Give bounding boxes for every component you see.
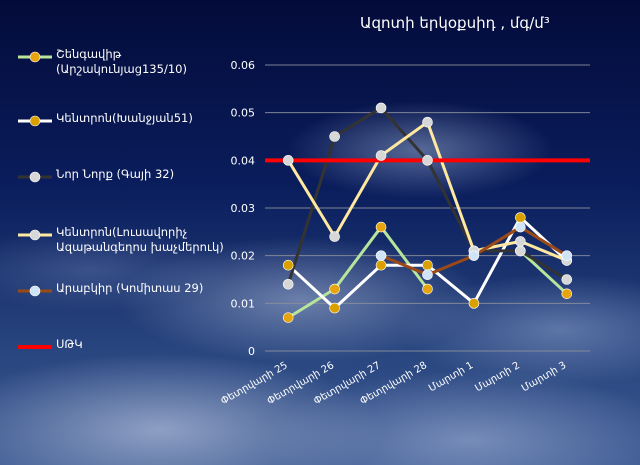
series-line — [287, 225, 429, 319]
legend-item: Նոր Նորք (Գայի 32) — [18, 167, 228, 184]
data-point — [282, 278, 294, 290]
data-point — [282, 312, 294, 323]
y-tick-label: 0.01 — [231, 297, 256, 310]
data-point — [422, 259, 433, 271]
chart-title: Ազոտի երկօքսիդ , մգ/մ³ — [360, 14, 550, 32]
data-point — [375, 102, 387, 114]
legend-label: ՍԹԿ — [56, 337, 83, 351]
x-tick-label: Մարտի 1 — [427, 360, 475, 394]
y-tick-label: 0.04 — [231, 154, 256, 167]
data-point — [561, 274, 573, 285]
legend-dot — [29, 171, 41, 183]
data-point — [282, 259, 294, 271]
series-line — [519, 249, 568, 295]
legend-item: ՍԹԿ — [18, 337, 228, 354]
data-point — [515, 236, 526, 247]
legend-dot — [29, 229, 41, 241]
legend-marker — [18, 51, 52, 63]
data-point — [375, 221, 387, 233]
data-point — [329, 131, 340, 142]
legend-marker — [18, 171, 52, 183]
x-tick-label: Մարտի 3 — [520, 360, 568, 394]
data-point — [329, 231, 340, 242]
data-point — [515, 245, 526, 257]
legend-marker — [18, 345, 52, 349]
legend-label: Արաբկիր (Կոմիտաս 29) — [56, 281, 204, 295]
y-tick-label: 0.02 — [231, 250, 256, 263]
legend-dot — [29, 115, 41, 127]
y-tick-label: 0.06 — [231, 59, 256, 72]
y-tick-label: 0 — [248, 345, 255, 358]
legend-item: Շենգավիթ (Արշակունյաց135/10) — [18, 47, 228, 77]
data-point — [375, 250, 387, 261]
x-tick-label: Մարտի 2 — [473, 360, 521, 394]
data-point — [375, 259, 387, 271]
data-point — [329, 283, 340, 295]
legend-item: Կենտրոն(Խանջյան51) — [18, 111, 228, 128]
data-point — [468, 298, 480, 309]
legend-label: Նոր Նորք (Գայի 32) — [56, 167, 175, 181]
data-point — [515, 212, 526, 223]
legend-item: Կենտրոն(Լուսավորիչ Ազաթանգեղոս խաչմերուկ… — [18, 225, 228, 255]
data-point — [422, 155, 433, 166]
legend-label: Կենտրոն(Լուսավորիչ Ազաթանգեղոս խաչմերուկ… — [56, 225, 224, 254]
data-point — [422, 116, 433, 128]
data-point — [515, 221, 526, 233]
y-tick-label: 0.03 — [231, 202, 256, 215]
data-point — [329, 302, 340, 314]
data-point — [282, 155, 294, 166]
data-point — [422, 283, 433, 295]
data-point — [375, 150, 387, 161]
legend-label: Շենգավիթ (Արշակունյաց135/10) — [56, 47, 187, 76]
data-point — [561, 250, 573, 261]
legend-marker — [18, 285, 52, 297]
legend-label: Կենտրոն(Խանջյան51) — [56, 111, 193, 125]
legend-item: Արաբկիր (Կոմիտաս 29) — [18, 281, 228, 298]
legend-marker — [18, 229, 52, 241]
legend-dot — [29, 51, 41, 63]
data-point — [561, 288, 573, 300]
y-tick-label: 0.05 — [231, 107, 256, 120]
data-point — [422, 269, 433, 281]
legend-dot — [29, 285, 41, 297]
data-point — [468, 250, 480, 261]
legend-marker — [18, 115, 52, 127]
